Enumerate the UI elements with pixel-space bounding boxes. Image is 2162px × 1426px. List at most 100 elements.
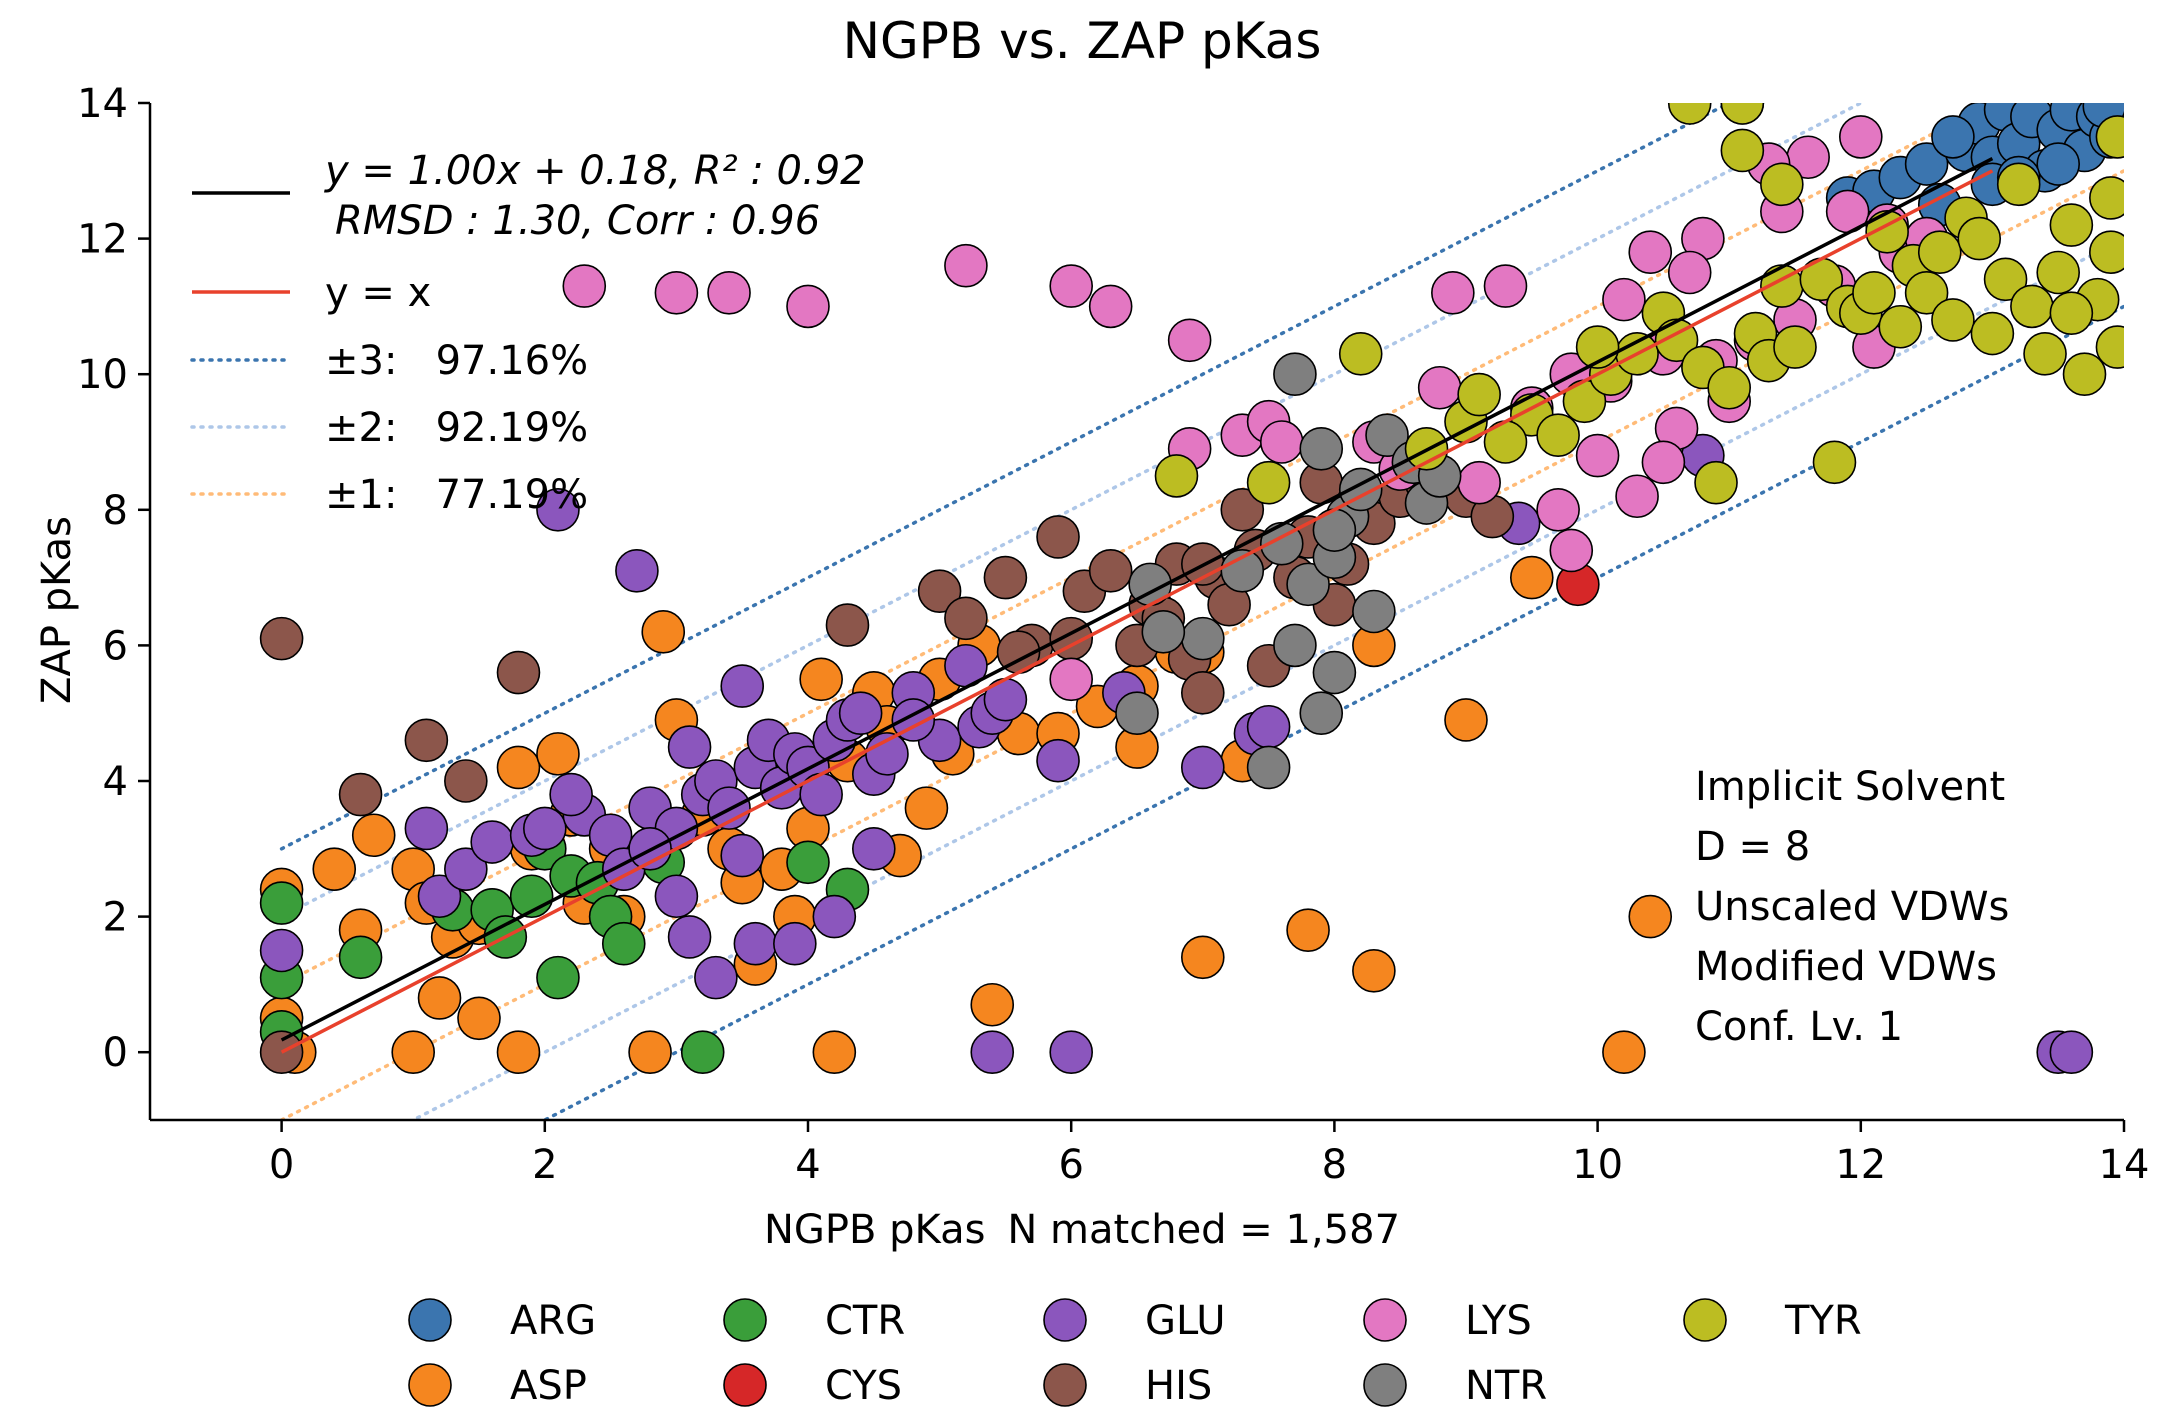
- point-tyr: [2010, 284, 2054, 329]
- point-tyr: [1812, 440, 1857, 485]
- legend-marker-glu: [1043, 1298, 1087, 1342]
- point-asp: [312, 847, 357, 891]
- point-tyr: [1957, 216, 2002, 261]
- point-asp: [1602, 1030, 1646, 1074]
- point-asp: [1181, 935, 1225, 980]
- point-glu: [851, 826, 896, 871]
- point-glu: [1036, 738, 1080, 783]
- legend-band2-label: ±2: 92.19%: [325, 405, 588, 451]
- point-asp: [904, 786, 949, 830]
- point-lys: [1602, 277, 1646, 322]
- point-lys: [1615, 474, 1659, 519]
- point-glu: [615, 549, 659, 593]
- y-tick-label: 14: [77, 81, 128, 127]
- point-glu: [720, 664, 765, 708]
- x-tick-label: 0: [269, 1142, 294, 1188]
- point-lys: [1549, 528, 1594, 573]
- point-glu: [470, 820, 514, 864]
- point-lys: [1049, 264, 1093, 308]
- point-asp: [1510, 555, 1554, 600]
- point-glu: [720, 833, 765, 878]
- point-his: [444, 759, 488, 803]
- y-tick-label: 8: [103, 488, 128, 534]
- y-tick-label: 6: [103, 623, 128, 669]
- point-tyr: [1917, 230, 1962, 274]
- point-tyr: [2023, 332, 2067, 376]
- point-tyr: [1760, 162, 1804, 207]
- point-asp: [457, 996, 501, 1041]
- point-tyr: [2049, 203, 2094, 247]
- point-asp: [536, 732, 580, 776]
- point-lys: [1839, 115, 1883, 159]
- point-tyr: [1536, 413, 1580, 458]
- point-his: [1220, 487, 1265, 532]
- point-ntr: [1312, 650, 1357, 695]
- point-tyr: [1720, 103, 1765, 125]
- point-lys: [1483, 264, 1528, 308]
- point-ctr: [259, 881, 304, 925]
- point-lys: [1259, 420, 1304, 464]
- point-asp: [641, 610, 686, 654]
- annotation-line: Modified VDWs: [1695, 944, 1997, 990]
- point-his: [944, 596, 988, 641]
- point-his: [825, 603, 870, 647]
- legend-label-ntr: NTR: [1465, 1363, 1547, 1409]
- point-tyr: [1904, 271, 1949, 315]
- y-tick-label: 4: [103, 759, 128, 805]
- point-glu: [2049, 1030, 2094, 1074]
- point-asp: [628, 1030, 672, 1074]
- point-asp: [1286, 908, 1330, 952]
- fit-line: [280, 157, 1994, 1042]
- y-tick-label: 2: [103, 895, 128, 941]
- point-ctr: [536, 955, 580, 1000]
- legend-label-lys: LYS: [1465, 1298, 1532, 1344]
- annotation-line: D = 8: [1695, 824, 1810, 870]
- point-asp: [496, 1030, 541, 1074]
- x-tick-label: 4: [795, 1142, 820, 1188]
- point-ntr: [1246, 745, 1291, 790]
- band-line-plus3: [279, 103, 1734, 851]
- point-his: [983, 555, 1028, 600]
- point-tyr: [1694, 460, 1738, 505]
- point-tyr: [1970, 311, 2015, 356]
- point-ntr: [1115, 691, 1159, 736]
- point-tyr: [1852, 271, 1896, 315]
- point-his: [496, 650, 541, 695]
- annotation-line: Conf. Lv. 1: [1695, 1004, 1903, 1050]
- point-ctr: [601, 921, 646, 966]
- point-glu: [1246, 704, 1291, 749]
- point-lys: [562, 264, 607, 308]
- point-lys: [707, 271, 751, 315]
- point-tyr: [2095, 115, 2124, 159]
- point-glu: [536, 487, 580, 532]
- annotation-line: Unscaled VDWs: [1695, 884, 2009, 930]
- point-asp: [970, 982, 1015, 1027]
- point-glu: [549, 772, 593, 817]
- point-glu: [417, 874, 462, 919]
- point-ntr: [1299, 426, 1344, 471]
- point-ntr: [1181, 616, 1225, 661]
- point-lys: [1088, 284, 1133, 329]
- legend-marker-tyr: [1683, 1298, 1727, 1342]
- point-asp: [391, 1030, 436, 1074]
- legend-band1-label: ±1: 77.19%: [325, 472, 588, 518]
- legend-label-his: HIS: [1145, 1363, 1212, 1409]
- point-ntr: [1365, 413, 1409, 458]
- point-ntr: [1273, 623, 1317, 668]
- legend-marker-lys: [1363, 1298, 1407, 1342]
- point-his: [1036, 515, 1080, 559]
- legend-fit-stats: RMSD : 1.30, Corr : 0.96: [335, 198, 820, 244]
- point-arg: [1931, 115, 1975, 159]
- point-his: [338, 772, 383, 817]
- point-his: [917, 569, 962, 613]
- point-tyr: [1983, 257, 2028, 302]
- legend-marker-arg: [408, 1298, 452, 1342]
- point-lys: [1457, 460, 1501, 505]
- chart-title: NGPB vs. ZAP pKas: [843, 12, 1322, 70]
- legend-marker-asp: [408, 1363, 452, 1407]
- point-glu: [404, 806, 449, 851]
- point-tyr: [1773, 325, 1817, 369]
- point-tyr: [2036, 250, 2080, 295]
- y-tick-label: 0: [103, 1030, 128, 1076]
